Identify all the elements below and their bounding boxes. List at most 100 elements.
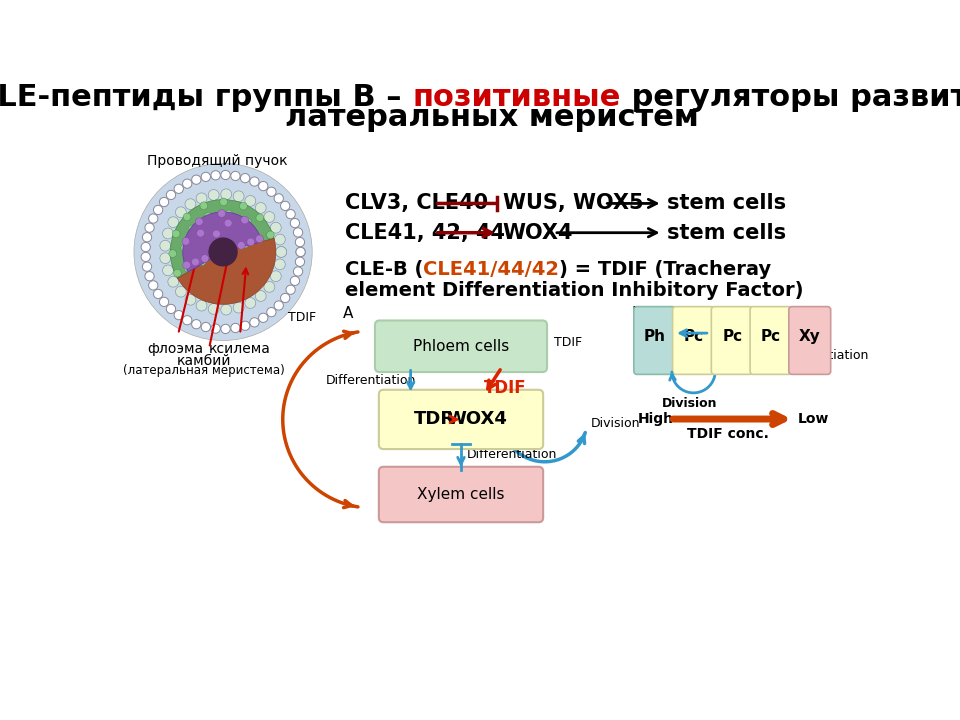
Circle shape xyxy=(145,223,155,233)
Circle shape xyxy=(245,297,255,308)
Circle shape xyxy=(154,205,163,215)
Circle shape xyxy=(168,217,179,228)
Circle shape xyxy=(141,243,151,251)
Text: TDIF: TDIF xyxy=(554,336,582,349)
Circle shape xyxy=(134,163,312,341)
Circle shape xyxy=(286,285,296,294)
Text: Division: Division xyxy=(661,397,717,410)
Circle shape xyxy=(182,179,192,189)
Circle shape xyxy=(182,315,192,325)
Circle shape xyxy=(184,264,192,272)
Circle shape xyxy=(204,212,212,220)
Circle shape xyxy=(276,246,287,257)
Circle shape xyxy=(182,261,190,269)
Circle shape xyxy=(258,313,268,323)
Circle shape xyxy=(142,262,152,271)
FancyBboxPatch shape xyxy=(379,390,543,449)
Circle shape xyxy=(159,197,169,207)
FancyBboxPatch shape xyxy=(750,307,792,374)
Circle shape xyxy=(230,323,240,333)
Circle shape xyxy=(275,194,283,203)
Circle shape xyxy=(196,300,207,311)
Text: Pc: Pc xyxy=(761,329,781,344)
Circle shape xyxy=(255,202,266,213)
Circle shape xyxy=(294,228,302,237)
Circle shape xyxy=(225,210,232,217)
Text: флоэма: флоэма xyxy=(148,342,204,356)
Circle shape xyxy=(264,282,275,292)
Circle shape xyxy=(250,177,259,186)
Circle shape xyxy=(197,229,204,237)
Circle shape xyxy=(183,213,191,221)
Text: латеральных меристем: латеральных меристем xyxy=(285,103,699,132)
Circle shape xyxy=(162,228,174,239)
Circle shape xyxy=(188,225,196,233)
Text: CLE41/44/42: CLE41/44/42 xyxy=(423,260,559,279)
Circle shape xyxy=(201,255,208,262)
Circle shape xyxy=(258,181,268,191)
Text: High: High xyxy=(637,412,674,426)
Circle shape xyxy=(296,248,305,256)
Circle shape xyxy=(271,271,281,282)
Circle shape xyxy=(239,202,248,210)
Wedge shape xyxy=(170,199,274,278)
Circle shape xyxy=(208,304,219,315)
Text: регуляторы развития: регуляторы развития xyxy=(621,83,960,112)
Circle shape xyxy=(142,233,152,242)
Circle shape xyxy=(240,174,250,183)
Circle shape xyxy=(162,265,174,276)
Text: Ph: Ph xyxy=(644,329,665,344)
Text: A: A xyxy=(343,306,353,321)
Text: TDIF conc.: TDIF conc. xyxy=(687,428,769,441)
Circle shape xyxy=(211,171,220,180)
Text: Differentiation: Differentiation xyxy=(468,448,558,461)
Circle shape xyxy=(275,234,285,245)
Circle shape xyxy=(201,234,208,242)
Circle shape xyxy=(240,321,250,330)
Text: stem cells: stem cells xyxy=(667,194,786,213)
Text: WOX4: WOX4 xyxy=(446,410,507,428)
Text: Division: Division xyxy=(591,417,640,430)
Circle shape xyxy=(296,238,304,247)
Circle shape xyxy=(141,252,151,261)
Circle shape xyxy=(290,276,300,285)
Circle shape xyxy=(233,191,244,202)
Circle shape xyxy=(196,193,207,204)
Circle shape xyxy=(221,189,231,199)
Circle shape xyxy=(267,231,275,239)
Text: позитивные: позитивные xyxy=(412,83,621,112)
Circle shape xyxy=(195,217,204,225)
Circle shape xyxy=(275,301,283,310)
Text: CLE-B (: CLE-B ( xyxy=(345,260,423,279)
Circle shape xyxy=(180,244,188,252)
Circle shape xyxy=(221,324,230,333)
Text: Xy: Xy xyxy=(799,329,821,344)
Circle shape xyxy=(174,184,183,194)
Circle shape xyxy=(160,253,171,264)
Circle shape xyxy=(296,248,305,256)
Wedge shape xyxy=(178,238,276,305)
FancyBboxPatch shape xyxy=(789,307,830,374)
Circle shape xyxy=(267,187,276,197)
Text: Проводящий пучок: Проводящий пучок xyxy=(147,154,288,168)
Circle shape xyxy=(200,202,207,210)
Text: CLE41, 42, 44: CLE41, 42, 44 xyxy=(345,222,505,243)
FancyBboxPatch shape xyxy=(634,307,676,374)
Circle shape xyxy=(176,207,186,217)
Circle shape xyxy=(166,305,176,314)
FancyBboxPatch shape xyxy=(375,320,547,372)
Text: WOX4: WOX4 xyxy=(503,222,573,243)
Circle shape xyxy=(241,240,249,248)
Text: TDIF: TDIF xyxy=(288,311,316,324)
Circle shape xyxy=(256,214,264,222)
Text: CLE-пептиды группы B –: CLE-пептиды группы B – xyxy=(0,83,412,112)
Circle shape xyxy=(176,287,186,297)
Text: Differentiation: Differentiation xyxy=(779,349,869,362)
Text: B: B xyxy=(632,306,642,321)
Circle shape xyxy=(233,302,244,313)
Circle shape xyxy=(280,293,290,302)
Text: Pc: Pc xyxy=(684,329,704,344)
Text: Xylem cells: Xylem cells xyxy=(418,487,505,502)
Circle shape xyxy=(166,190,176,199)
Circle shape xyxy=(267,307,276,317)
